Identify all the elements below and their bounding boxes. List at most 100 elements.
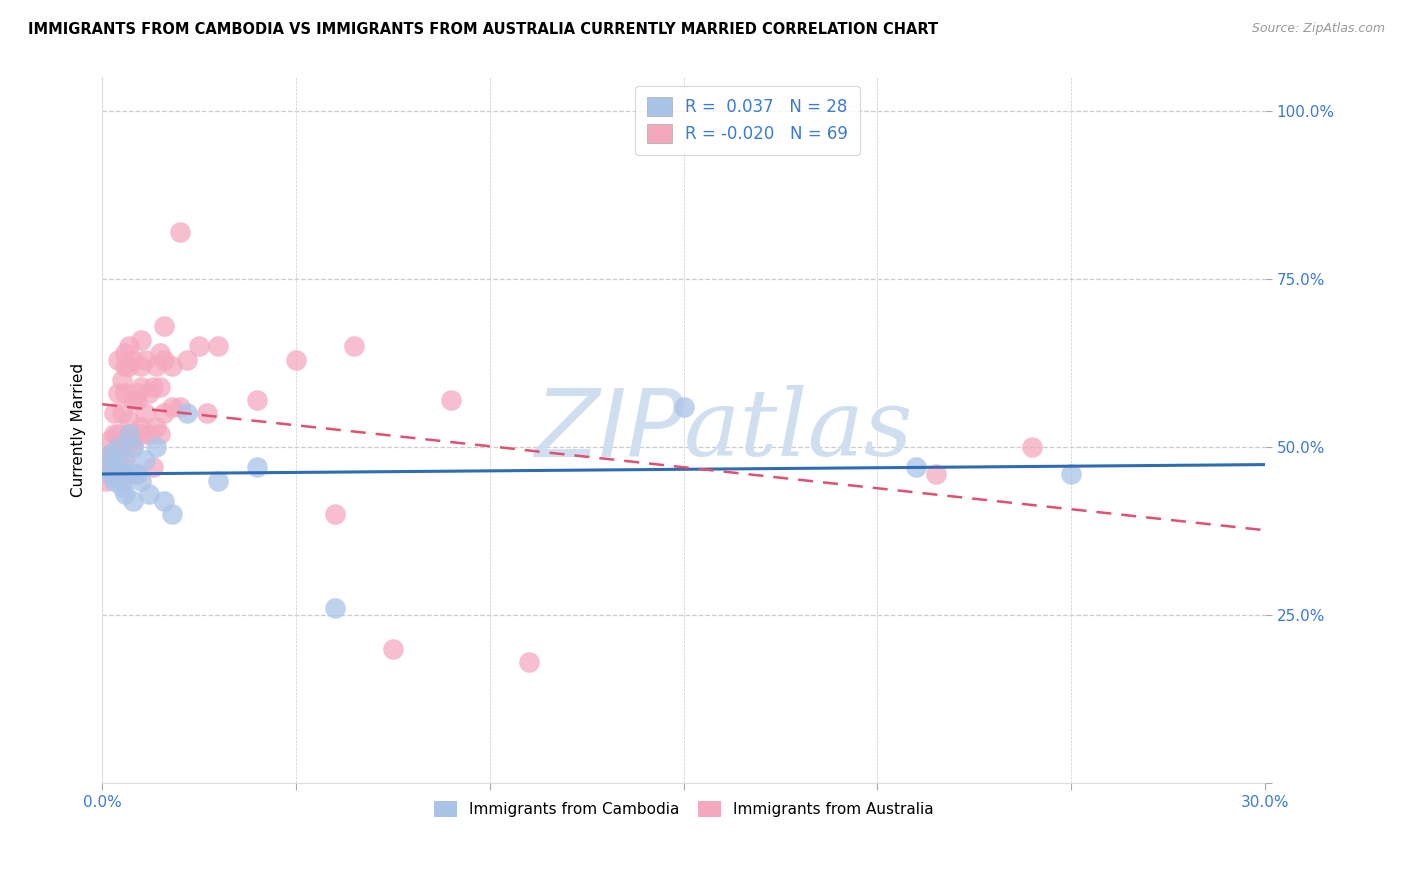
Point xyxy=(103,447,125,461)
Point xyxy=(98,447,121,461)
Point xyxy=(110,467,132,481)
Point xyxy=(122,392,145,407)
Point xyxy=(145,440,167,454)
Point xyxy=(118,426,141,441)
Point xyxy=(107,352,129,367)
Point xyxy=(323,508,346,522)
Point xyxy=(118,339,141,353)
Point xyxy=(129,426,152,441)
Point xyxy=(98,460,121,475)
Point xyxy=(122,440,145,454)
Point xyxy=(160,400,183,414)
Point xyxy=(149,346,172,360)
Point xyxy=(129,420,152,434)
Point xyxy=(207,339,229,353)
Point xyxy=(127,392,149,407)
Point xyxy=(114,386,136,401)
Point xyxy=(103,474,125,488)
Point xyxy=(246,392,269,407)
Point xyxy=(285,352,308,367)
Point xyxy=(195,406,218,420)
Point xyxy=(160,508,183,522)
Point xyxy=(129,379,152,393)
Point xyxy=(110,480,132,494)
Point xyxy=(672,400,695,414)
Point xyxy=(381,641,404,656)
Point xyxy=(153,493,176,508)
Point xyxy=(129,474,152,488)
Y-axis label: Currently Married: Currently Married xyxy=(72,363,86,498)
Point xyxy=(122,434,145,448)
Legend: Immigrants from Cambodia, Immigrants from Australia: Immigrants from Cambodia, Immigrants fro… xyxy=(426,793,941,825)
Point xyxy=(905,460,928,475)
Point xyxy=(1060,467,1083,481)
Point xyxy=(122,493,145,508)
Point xyxy=(129,359,152,374)
Point xyxy=(517,655,540,669)
Point xyxy=(153,406,176,420)
Point xyxy=(103,453,125,467)
Point xyxy=(176,352,198,367)
Point xyxy=(138,426,160,441)
Point xyxy=(107,386,129,401)
Point xyxy=(145,359,167,374)
Point xyxy=(145,420,167,434)
Point xyxy=(114,359,136,374)
Point xyxy=(134,352,156,367)
Point xyxy=(138,386,160,401)
Point xyxy=(246,460,269,475)
Point xyxy=(142,379,165,393)
Point xyxy=(114,487,136,501)
Text: atlas: atlas xyxy=(683,385,912,475)
Text: IMMIGRANTS FROM CAMBODIA VS IMMIGRANTS FROM AUSTRALIA CURRENTLY MARRIED CORRELAT: IMMIGRANTS FROM CAMBODIA VS IMMIGRANTS F… xyxy=(28,22,938,37)
Point xyxy=(114,453,136,467)
Point xyxy=(110,474,132,488)
Point xyxy=(134,453,156,467)
Point xyxy=(107,453,129,467)
Point xyxy=(107,440,129,454)
Text: ZIP: ZIP xyxy=(534,384,683,475)
Point xyxy=(110,406,132,420)
Point xyxy=(1021,440,1043,454)
Point xyxy=(114,434,136,448)
Point xyxy=(118,426,141,441)
Text: Source: ZipAtlas.com: Source: ZipAtlas.com xyxy=(1251,22,1385,36)
Point xyxy=(129,333,152,347)
Point xyxy=(153,319,176,334)
Point xyxy=(114,453,136,467)
Point xyxy=(110,440,132,454)
Point xyxy=(176,406,198,420)
Point xyxy=(440,392,463,407)
Point xyxy=(127,386,149,401)
Point xyxy=(149,426,172,441)
Point xyxy=(127,467,149,481)
Point xyxy=(98,467,121,481)
Point xyxy=(160,359,183,374)
Point xyxy=(142,460,165,475)
Point xyxy=(188,339,211,353)
Point xyxy=(122,440,145,454)
Point xyxy=(122,352,145,367)
Point xyxy=(103,426,125,441)
Point xyxy=(118,413,141,427)
Point xyxy=(94,453,117,467)
Point xyxy=(118,359,141,374)
Point xyxy=(103,467,125,481)
Point xyxy=(149,379,172,393)
Point xyxy=(134,406,156,420)
Point xyxy=(169,225,191,239)
Point xyxy=(138,487,160,501)
Point xyxy=(127,467,149,481)
Point xyxy=(94,460,117,475)
Point xyxy=(98,447,121,461)
Point xyxy=(118,467,141,481)
Point xyxy=(924,467,946,481)
Point xyxy=(114,346,136,360)
Point xyxy=(153,352,176,367)
Point xyxy=(169,400,191,414)
Point xyxy=(207,474,229,488)
Point xyxy=(107,426,129,441)
Point xyxy=(343,339,366,353)
Point xyxy=(98,434,121,448)
Point xyxy=(323,601,346,615)
